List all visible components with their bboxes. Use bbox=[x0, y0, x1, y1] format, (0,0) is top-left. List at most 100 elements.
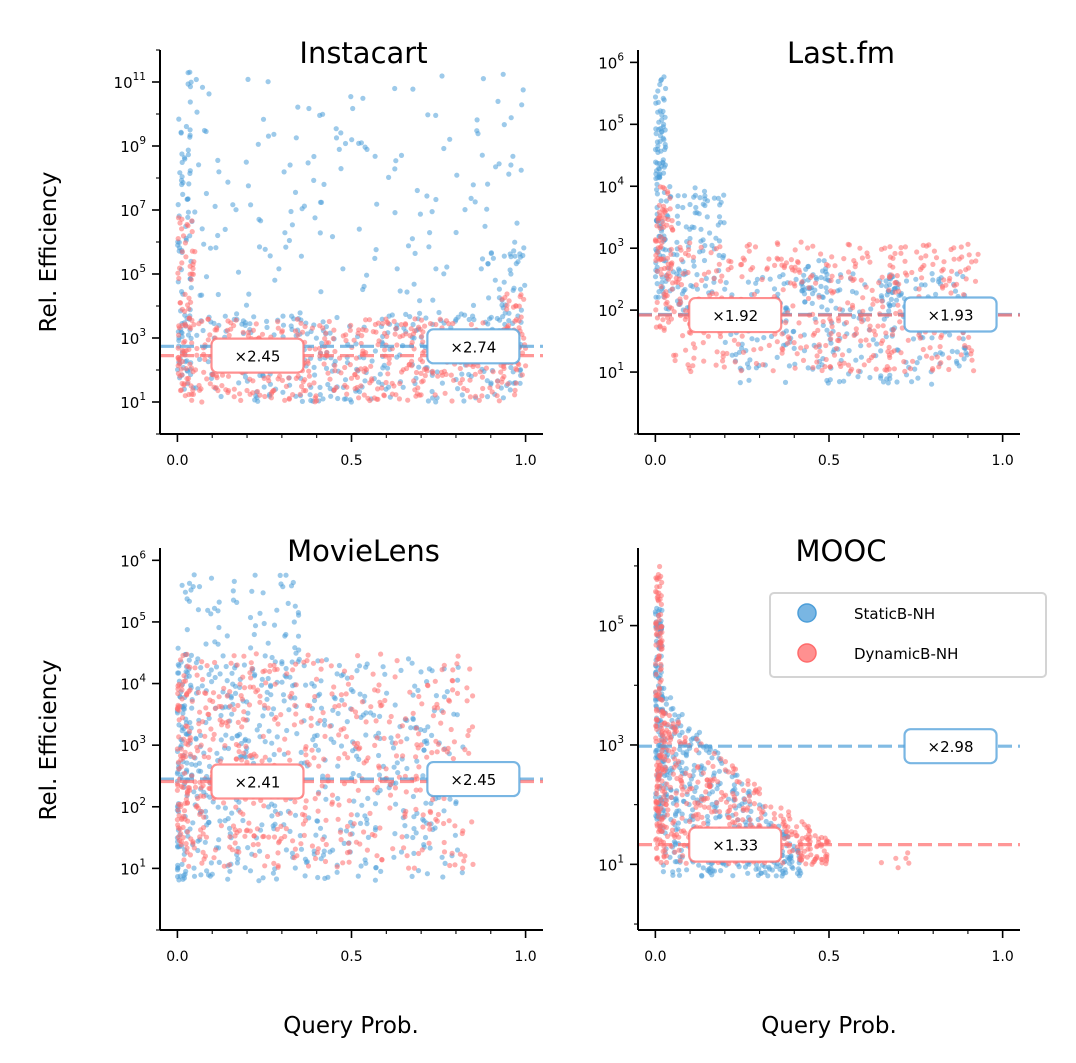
point-dynamic bbox=[379, 857, 385, 863]
point-static bbox=[174, 867, 181, 873]
point-dynamic bbox=[513, 317, 520, 323]
point-static bbox=[717, 202, 723, 208]
point-dynamic bbox=[185, 738, 191, 744]
point-dynamic bbox=[354, 714, 360, 720]
y-tick-label: 103 bbox=[120, 327, 146, 348]
point-dynamic bbox=[377, 825, 383, 831]
point-static bbox=[661, 74, 667, 80]
point-dynamic bbox=[383, 379, 389, 386]
point-dynamic bbox=[785, 340, 791, 346]
point-dynamic bbox=[365, 755, 371, 761]
point-dynamic bbox=[189, 218, 195, 224]
point-dynamic bbox=[866, 342, 872, 348]
point-static bbox=[185, 196, 191, 202]
point-dynamic bbox=[657, 583, 663, 590]
point-dynamic bbox=[653, 772, 660, 778]
point-static bbox=[382, 671, 388, 677]
point-dynamic bbox=[711, 275, 717, 282]
point-static bbox=[398, 849, 405, 855]
point-static bbox=[184, 627, 190, 633]
point-dynamic bbox=[698, 244, 704, 250]
point-dynamic bbox=[687, 240, 693, 246]
point-dynamic bbox=[501, 373, 507, 380]
point-static bbox=[507, 267, 513, 273]
point-static bbox=[508, 115, 514, 121]
point-dynamic bbox=[378, 651, 384, 657]
point-dynamic bbox=[874, 298, 880, 304]
point-static bbox=[429, 209, 435, 215]
point-dynamic bbox=[653, 307, 659, 313]
point-dynamic bbox=[412, 328, 418, 334]
point-static bbox=[781, 281, 787, 287]
point-static bbox=[264, 696, 270, 702]
point-dynamic bbox=[182, 678, 188, 684]
point-static bbox=[421, 842, 427, 848]
point-dynamic bbox=[243, 828, 249, 834]
point-dynamic bbox=[252, 852, 258, 859]
point-dynamic bbox=[231, 394, 237, 400]
point-dynamic bbox=[251, 833, 257, 839]
point-dynamic bbox=[235, 719, 241, 726]
point-dynamic bbox=[680, 270, 686, 277]
point-static bbox=[189, 761, 195, 767]
point-static bbox=[192, 209, 198, 215]
point-dynamic bbox=[259, 331, 266, 337]
point-dynamic bbox=[791, 340, 797, 346]
point-dynamic bbox=[303, 744, 309, 750]
point-dynamic bbox=[207, 332, 213, 338]
point-dynamic bbox=[858, 277, 864, 283]
point-dynamic bbox=[201, 814, 207, 820]
point-dynamic bbox=[828, 330, 834, 337]
point-static bbox=[317, 392, 323, 398]
point-static bbox=[412, 683, 418, 689]
point-dynamic bbox=[805, 245, 811, 251]
point-static bbox=[917, 355, 923, 361]
point-static bbox=[176, 116, 182, 122]
y-tick-base: 10 bbox=[120, 676, 139, 694]
point-static bbox=[675, 220, 681, 226]
point-dynamic bbox=[783, 320, 789, 326]
point-static bbox=[404, 833, 410, 839]
y-tick-exponent: 5 bbox=[617, 113, 624, 125]
scatter-points bbox=[652, 74, 981, 387]
point-dynamic bbox=[188, 383, 194, 389]
point-dynamic bbox=[312, 694, 318, 700]
x-tick-label: 0.5 bbox=[340, 453, 362, 469]
point-dynamic bbox=[177, 657, 184, 663]
point-dynamic bbox=[521, 296, 527, 302]
point-static bbox=[199, 84, 206, 90]
point-dynamic bbox=[462, 853, 468, 859]
point-dynamic bbox=[724, 350, 730, 357]
point-dynamic bbox=[219, 372, 226, 378]
point-dynamic bbox=[402, 811, 408, 817]
point-static bbox=[315, 658, 321, 664]
point-dynamic bbox=[204, 663, 210, 669]
point-dynamic bbox=[442, 390, 448, 396]
point-dynamic bbox=[813, 319, 819, 325]
point-static bbox=[199, 683, 205, 689]
point-dynamic bbox=[880, 323, 886, 329]
point-dynamic bbox=[653, 661, 659, 667]
point-dynamic bbox=[407, 689, 413, 695]
point-dynamic bbox=[323, 340, 330, 346]
point-dynamic bbox=[189, 698, 195, 704]
point-static bbox=[792, 361, 798, 367]
point-static bbox=[377, 713, 383, 720]
point-dynamic bbox=[779, 331, 785, 337]
point-static bbox=[312, 372, 318, 378]
point-static bbox=[763, 818, 769, 825]
point-static bbox=[874, 341, 880, 347]
point-dynamic bbox=[200, 831, 206, 837]
point-dynamic bbox=[506, 298, 512, 304]
point-dynamic bbox=[346, 798, 352, 804]
point-static bbox=[259, 682, 265, 688]
point-dynamic bbox=[182, 291, 188, 297]
point-static bbox=[749, 336, 755, 342]
point-static bbox=[694, 286, 701, 292]
point-dynamic bbox=[323, 330, 329, 336]
point-dynamic bbox=[657, 823, 663, 829]
point-dynamic bbox=[359, 699, 365, 705]
point-dynamic bbox=[435, 373, 441, 379]
point-dynamic bbox=[499, 379, 505, 385]
point-dynamic bbox=[422, 373, 428, 379]
